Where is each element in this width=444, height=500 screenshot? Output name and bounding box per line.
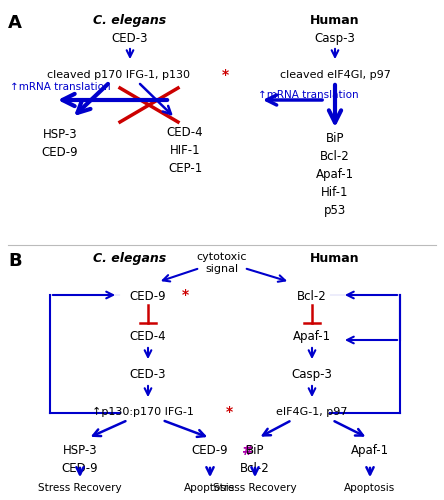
Text: B: B bbox=[8, 252, 22, 270]
Text: Human: Human bbox=[310, 14, 360, 27]
Text: ↑mRNA translation: ↑mRNA translation bbox=[10, 82, 111, 92]
Text: C. elegans: C. elegans bbox=[93, 252, 166, 265]
Text: Stress Recovery: Stress Recovery bbox=[38, 483, 122, 493]
Text: CED-9: CED-9 bbox=[192, 444, 228, 457]
Text: CED-4: CED-4 bbox=[130, 330, 166, 343]
Text: CED-3: CED-3 bbox=[130, 368, 166, 381]
Text: eIF4G-1, p97: eIF4G-1, p97 bbox=[276, 407, 348, 417]
Text: *: * bbox=[226, 405, 233, 419]
Text: cleaved eIF4GI, p97: cleaved eIF4GI, p97 bbox=[280, 70, 390, 80]
Text: Casp-3: Casp-3 bbox=[292, 368, 333, 381]
Text: HSP-3
CED-9: HSP-3 CED-9 bbox=[62, 444, 98, 475]
Text: Apoptosis: Apoptosis bbox=[184, 483, 236, 493]
Text: ↑p130:p170 IFG-1: ↑p130:p170 IFG-1 bbox=[92, 407, 194, 417]
Text: C. elegans: C. elegans bbox=[93, 14, 166, 27]
Text: *: * bbox=[182, 288, 189, 302]
Text: Human: Human bbox=[310, 252, 360, 265]
Text: ↑mRNA translation: ↑mRNA translation bbox=[258, 90, 359, 100]
Text: BiP
Bcl-2: BiP Bcl-2 bbox=[240, 444, 270, 475]
Text: cleaved p170 IFG-1, p130: cleaved p170 IFG-1, p130 bbox=[47, 70, 190, 80]
Text: Apaf-1: Apaf-1 bbox=[351, 444, 389, 457]
Text: *: * bbox=[222, 68, 229, 82]
Text: CED-4
HIF-1
CEP-1: CED-4 HIF-1 CEP-1 bbox=[166, 126, 203, 175]
Text: CED-9: CED-9 bbox=[130, 290, 166, 303]
Text: Stress Recovery: Stress Recovery bbox=[213, 483, 297, 493]
Text: Apaf-1: Apaf-1 bbox=[293, 330, 331, 343]
Text: Casp-3: Casp-3 bbox=[314, 32, 356, 45]
Text: BiP
Bcl-2
Apaf-1
Hif-1
p53: BiP Bcl-2 Apaf-1 Hif-1 p53 bbox=[316, 132, 354, 217]
Text: cytotoxic
signal: cytotoxic signal bbox=[197, 252, 247, 274]
Text: Bcl-2: Bcl-2 bbox=[297, 290, 327, 303]
Text: Apoptosis: Apoptosis bbox=[345, 483, 396, 493]
Text: CED-3: CED-3 bbox=[112, 32, 148, 45]
Text: #: # bbox=[242, 444, 254, 458]
Text: A: A bbox=[8, 14, 22, 32]
Text: HSP-3
CED-9: HSP-3 CED-9 bbox=[42, 128, 78, 159]
